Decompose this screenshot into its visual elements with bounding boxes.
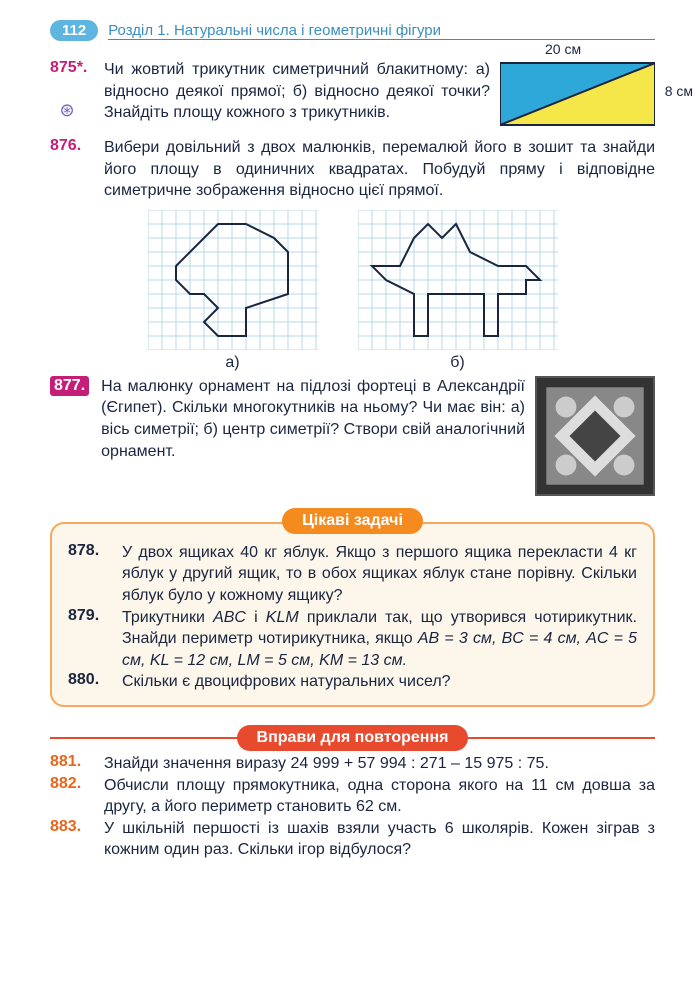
- text-part: Трикутники: [122, 609, 213, 626]
- problem-number: 876.: [50, 137, 96, 155]
- interesting-problems-box: 878. У двох ящиках 40 кг яблук. Якщо з п…: [50, 522, 655, 707]
- text-italic: KLM: [266, 609, 299, 626]
- text-italic: ABC: [213, 609, 246, 626]
- section-pill-review: Вправи для повторення: [50, 725, 655, 751]
- problem-text: Чи жовтий трикутник симетричний блакитно…: [104, 59, 490, 124]
- problem-number: 882.: [50, 775, 96, 793]
- problem-881: 881. Знайди значення виразу 24 999 + 57 …: [50, 753, 655, 775]
- problem-number: 877.: [50, 376, 89, 396]
- chapter-title: Розділ 1. Натуральні числа і геометричні…: [108, 22, 655, 40]
- text-part: і: [246, 609, 266, 626]
- section-pill-interesting: Цікаві задачі: [50, 508, 655, 534]
- problem-text: На малюнку орнамент на підлозі фортеці в…: [101, 376, 525, 462]
- section-title: Цікаві задачі: [282, 508, 423, 534]
- page-number: 112: [50, 20, 98, 41]
- problem-text: Вибери довільний з двох малюнків, перема…: [104, 137, 655, 202]
- problem-882: 882. Обчисли площу прямокутника, одна ст…: [50, 775, 655, 818]
- problem-number: 875*.: [50, 59, 96, 77]
- grid-figure-a: а): [148, 210, 318, 372]
- problem-877: 877. На малюнку орнамент на підлозі форт…: [50, 376, 655, 496]
- problem-878: 878. У двох ящиках 40 кг яблук. Якщо з п…: [68, 542, 637, 607]
- problem-883: 883. У шкільній першості із шахів взяли …: [50, 818, 655, 861]
- problem-879: 879. Трикутники ABC і KLM приклали так, …: [68, 607, 637, 672]
- problem-text: Обчисли площу прямокутника, одна сторона…: [104, 775, 655, 818]
- problem-number: 881.: [50, 753, 96, 771]
- triangle-diagram: 20 см 8 см: [500, 59, 655, 129]
- problem-880: 880. Скільки є двоцифрових натуральних ч…: [68, 671, 637, 693]
- problem-number: 880.: [68, 671, 114, 689]
- problem-text: Знайди значення виразу 24 999 + 57 994 :…: [104, 753, 655, 775]
- problem-text: У шкільній першості із шахів взяли участ…: [104, 818, 655, 861]
- problem-number: 879.: [68, 607, 114, 625]
- grid-figures: а) б): [50, 210, 655, 372]
- problem-text: У двох ящиках 40 кг яблук. Якщо з першог…: [122, 542, 637, 607]
- problem-875: 875*. Чи жовтий трикутник симетричний бл…: [50, 59, 655, 129]
- diagram-width-label: 20 см: [545, 41, 581, 57]
- grid-figure-b: б): [358, 210, 558, 372]
- problem-876: 876. Вибери довільний з двох малюнків, п…: [50, 137, 655, 202]
- ornament-image: [535, 376, 655, 496]
- problem-text: Скільки є двоцифрових натуральних чисел?: [122, 671, 637, 693]
- page-header: 112 Розділ 1. Натуральні числа і геометр…: [50, 20, 655, 41]
- problem-number: 883.: [50, 818, 96, 836]
- section-title: Вправи для повторення: [237, 725, 469, 751]
- problem-number: 878.: [68, 542, 114, 560]
- problem-text: Трикутники ABC і KLM приклали так, що ут…: [122, 607, 637, 672]
- yarn-icon: ⊛: [59, 100, 74, 120]
- figure-label-a: а): [148, 354, 318, 372]
- figure-label-b: б): [358, 354, 558, 372]
- diagram-height-label: 8 см: [665, 83, 693, 99]
